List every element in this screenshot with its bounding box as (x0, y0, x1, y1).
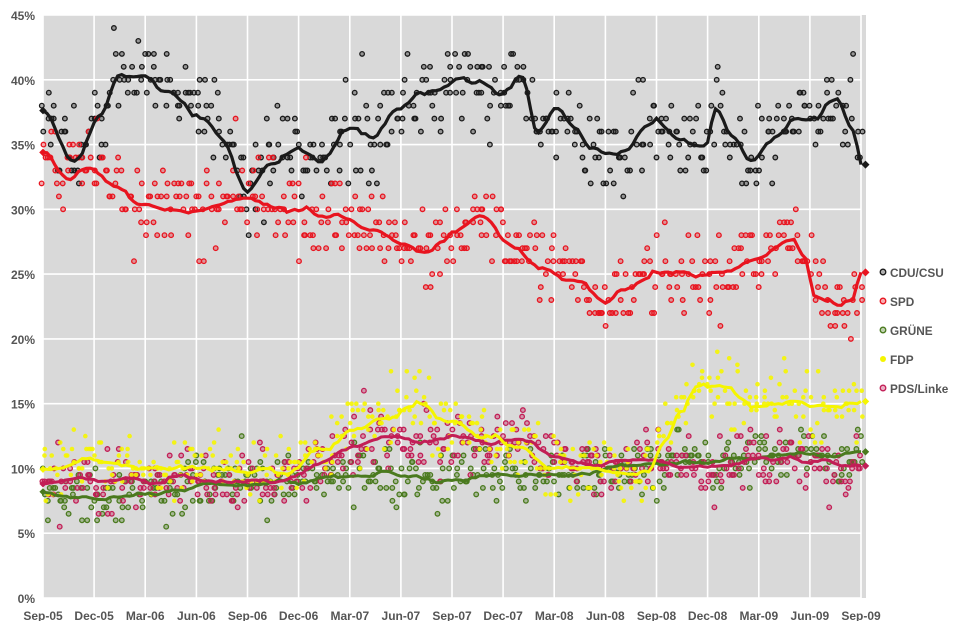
svg-text:Dec-08: Dec-08 (688, 609, 728, 621)
svg-text:Mar-09: Mar-09 (739, 609, 778, 621)
svg-text:Jun-07: Jun-07 (382, 609, 421, 621)
svg-text:Mar-07: Mar-07 (330, 609, 369, 621)
svg-text:Jun-06: Jun-06 (177, 609, 216, 621)
svg-text:FDP: FDP (890, 353, 914, 367)
svg-text:SPD: SPD (890, 295, 915, 309)
svg-text:PDS/Linke: PDS/Linke (890, 382, 949, 396)
svg-text:30%: 30% (11, 203, 35, 217)
svg-text:15%: 15% (11, 398, 35, 412)
svg-text:Sep-09: Sep-09 (841, 609, 881, 621)
svg-text:CDU/CSU: CDU/CSU (890, 266, 944, 280)
svg-text:Mar-06: Mar-06 (126, 609, 165, 621)
svg-text:Sep-05: Sep-05 (23, 609, 63, 621)
svg-text:20%: 20% (11, 333, 35, 347)
svg-text:25%: 25% (11, 268, 35, 282)
svg-text:Dec-06: Dec-06 (279, 609, 319, 621)
svg-text:Jun-08: Jun-08 (586, 609, 625, 621)
svg-text:0%: 0% (18, 592, 36, 606)
svg-text:35%: 35% (11, 139, 35, 153)
svg-text:Mar-08: Mar-08 (535, 609, 574, 621)
svg-text:45%: 45% (11, 9, 35, 23)
svg-text:40%: 40% (11, 74, 35, 88)
svg-text:Sep-08: Sep-08 (637, 609, 677, 621)
svg-text:5%: 5% (18, 527, 36, 541)
svg-text:Dec-07: Dec-07 (483, 609, 523, 621)
svg-text:Sep-07: Sep-07 (432, 609, 472, 621)
svg-text:Dec-05: Dec-05 (74, 609, 114, 621)
svg-text:10%: 10% (11, 462, 35, 476)
svg-text:Sep-06: Sep-06 (228, 609, 268, 621)
svg-text:GRÜNE: GRÜNE (890, 324, 933, 338)
svg-text:Jun-09: Jun-09 (791, 609, 830, 621)
